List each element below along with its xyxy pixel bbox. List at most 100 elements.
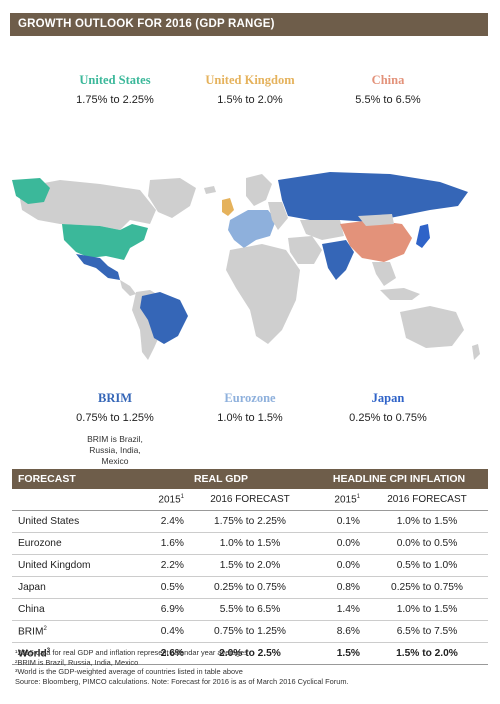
cell-gdp-2015: 2.6% <box>132 642 190 665</box>
subheader-2015-gdp: 20151 <box>132 489 190 511</box>
cell-cpi-2016: 1.0% to 1.5% <box>366 510 488 533</box>
map-indonesia <box>380 288 420 300</box>
region-range: 0.25% to 0.75% <box>349 412 427 424</box>
cell-gdp-2015: 2.4% <box>132 510 190 533</box>
cell-gdp-2015: 2.2% <box>132 554 190 577</box>
region-name: China <box>371 73 405 87</box>
map-australia <box>400 306 464 348</box>
cell-gdp-2016: 2.0% to 2.5% <box>190 642 310 665</box>
map-southeast-asia <box>372 262 396 286</box>
table-header-row: FORECAST REAL GDP HEADLINE CPI INFLATION <box>12 469 488 489</box>
subheader-blank <box>12 489 132 511</box>
map-russia <box>278 172 468 222</box>
map-eastern-europe <box>268 202 288 230</box>
map-alaska <box>12 178 50 204</box>
cell-gdp-2016: 0.75% to 1.25% <box>190 620 310 643</box>
cell-gdp-2016: 5.5% to 6.5% <box>190 598 310 621</box>
region-name: United Kingdom <box>205 73 295 87</box>
region-label-eurozone: Eurozone 1.0% to 1.5% <box>195 391 305 424</box>
region-name: Eurozone <box>224 391 276 405</box>
subheader-2015-cpi: 20151 <box>310 489 366 511</box>
cell-cpi-2015: 0.8% <box>310 576 366 599</box>
map-brazil <box>140 292 188 344</box>
cell-cpi-2015: 1.5% <box>310 642 366 665</box>
cell-cpi-2016: 1.5% to 2.0% <box>366 642 488 665</box>
region-range: 1.75% to 2.25% <box>76 94 154 106</box>
cell-cpi-2015: 1.4% <box>310 598 366 621</box>
map-new-zealand <box>472 344 480 360</box>
region-name: BRIM <box>97 391 133 405</box>
cell-cpi-2015: 0.0% <box>310 554 366 577</box>
map-central-asia <box>300 220 344 240</box>
region-note: BRIM is Brazil, Russia, India, Mexico <box>87 434 143 466</box>
region-label-japan: Japan 0.25% to 0.75% <box>333 391 443 424</box>
cell-cpi-2016: 0.0% to 0.5% <box>366 532 488 555</box>
region-label-us: United States 1.75% to 2.25% <box>60 73 170 106</box>
row-name: United States <box>12 510 132 533</box>
cell-cpi-2015: 8.6% <box>310 620 366 643</box>
row-name: BRIM2 <box>12 620 132 643</box>
map-africa <box>226 244 300 344</box>
map-united-states <box>62 224 148 260</box>
map-greenland <box>148 178 196 218</box>
map-mexico <box>76 254 120 280</box>
cell-cpi-2016: 0.25% to 0.75% <box>366 576 488 599</box>
region-name: United States <box>79 73 151 87</box>
subheader-2016-cpi: 2016 FORECAST <box>366 489 488 511</box>
map-iceland <box>204 186 216 194</box>
footnote-2: ²BRIM is Brazil, Russia, India, Mexico <box>15 657 139 667</box>
row-name: China <box>12 598 132 621</box>
map-middle-east <box>288 236 322 264</box>
table-row: BRIM2 0.4% 0.75% to 1.25% 8.6% 6.5% to 7… <box>12 620 488 643</box>
cell-cpi-2015: 0.0% <box>310 532 366 555</box>
map-canada <box>18 180 156 230</box>
cell-gdp-2015: 6.9% <box>132 598 190 621</box>
cell-cpi-2016: 1.0% to 1.5% <box>366 598 488 621</box>
page-title: GROWTH OUTLOOK FOR 2016 (GDP RANGE) <box>10 13 488 36</box>
map-central-america <box>120 280 136 296</box>
table-row: China 6.9% 5.5% to 6.5% 1.4% 1.0% to 1.5… <box>12 598 488 621</box>
cell-gdp-2016: 0.25% to 0.75% <box>190 576 310 599</box>
table-row: United States 2.4% 1.75% to 2.25% 0.1% 1… <box>12 510 488 533</box>
cell-gdp-2016: 1.0% to 1.5% <box>190 532 310 555</box>
row-name: World3 <box>12 642 132 665</box>
region-name: Japan <box>371 391 405 405</box>
cell-cpi-2016: 6.5% to 7.5% <box>366 620 488 643</box>
region-range: 5.5% to 6.5% <box>355 94 421 106</box>
region-range: 1.0% to 1.5% <box>217 412 283 424</box>
map-india <box>322 240 354 280</box>
map-china <box>340 220 412 262</box>
table-row: Japan 0.5% 0.25% to 0.75% 0.8% 0.25% to … <box>12 576 488 599</box>
map-mongolia <box>358 214 394 226</box>
table-row: United Kingdom 2.2% 1.5% to 2.0% 0.0% 0.… <box>12 554 488 577</box>
cell-cpi-2016: 0.5% to 1.0% <box>366 554 488 577</box>
table-row-world: World3 2.6% 2.0% to 2.5% 1.5% 1.5% to 2.… <box>12 642 488 665</box>
table-row: Eurozone 1.6% 1.0% to 1.5% 0.0% 0.0% to … <box>12 532 488 555</box>
subheader-2016-gdp: 2016 FORECAST <box>190 489 310 511</box>
col-header-cpi: HEADLINE CPI INFLATION <box>310 469 488 489</box>
region-label-uk: United Kingdom 1.5% to 2.0% <box>195 73 305 106</box>
cell-gdp-2015: 0.4% <box>132 620 190 643</box>
region-range: 0.75% to 1.25% <box>76 412 154 424</box>
region-label-china: China 5.5% to 6.5% <box>333 73 443 106</box>
cell-gdp-2016: 1.5% to 2.0% <box>190 554 310 577</box>
col-header-forecast: FORECAST <box>12 469 132 489</box>
footnotes: ¹2015 data for real GDP and inflation re… <box>15 648 349 686</box>
footnote-source: Source: Bloomberg, PIMCO calculations. N… <box>15 676 349 686</box>
cell-cpi-2015: 0.1% <box>310 510 366 533</box>
cell-gdp-2016: 1.75% to 2.25% <box>190 510 310 533</box>
cell-gdp-2015: 0.5% <box>132 576 190 599</box>
row-name: Japan <box>12 576 132 599</box>
forecast-table: FORECAST REAL GDP HEADLINE CPI INFLATION… <box>12 469 488 665</box>
table-subheader-row: 20151 2016 FORECAST 20151 2016 FORECAST <box>12 489 488 511</box>
footnote-3: ³World is the GDP-weighted average of co… <box>15 667 243 677</box>
footnote-1: ¹2015 data for real GDP and inflation re… <box>15 648 248 657</box>
cell-gdp-2015: 1.6% <box>132 532 190 555</box>
row-name: Eurozone <box>12 532 132 555</box>
row-name: United Kingdom <box>12 554 132 577</box>
map-japan <box>416 224 430 248</box>
region-range: 1.5% to 2.0% <box>217 94 283 106</box>
col-header-real-gdp: REAL GDP <box>132 469 310 489</box>
map-scandinavia <box>246 174 272 206</box>
